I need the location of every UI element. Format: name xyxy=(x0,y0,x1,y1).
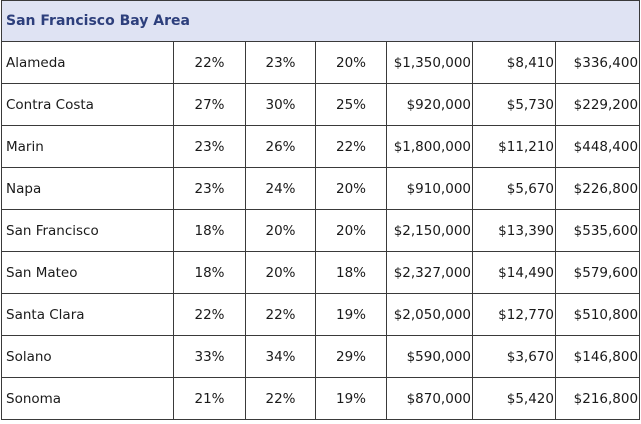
money-cell: $579,600 xyxy=(554,251,641,294)
money-cell: $590,000 xyxy=(386,335,473,378)
table-row: San Mateo 18% 20% 18% $2,327,000 $14,490… xyxy=(1,251,641,294)
pct-cell: 22% xyxy=(173,41,246,84)
money-cell: $448,400 xyxy=(554,125,641,168)
money-cell: $13,390 xyxy=(472,209,556,252)
pct-cell: 22% xyxy=(245,377,316,420)
money-cell: $1,350,000 xyxy=(386,41,473,84)
county-cell: Santa Clara xyxy=(1,293,174,336)
county-cell: Contra Costa xyxy=(1,83,174,126)
money-cell: $510,800 xyxy=(554,293,641,336)
pct-cell: 23% xyxy=(245,41,316,84)
pct-cell: 33% xyxy=(173,335,246,378)
money-cell: $216,800 xyxy=(554,377,641,420)
pct-cell: 25% xyxy=(315,83,387,126)
money-cell: $910,000 xyxy=(386,167,473,210)
pct-cell: 18% xyxy=(173,251,246,294)
county-cell: Solano xyxy=(1,335,174,378)
table-row: Contra Costa 27% 30% 25% $920,000 $5,730… xyxy=(1,83,641,126)
county-cell: Sonoma xyxy=(1,377,174,420)
pct-cell: 23% xyxy=(173,167,246,210)
pct-cell: 18% xyxy=(315,251,387,294)
money-cell: $535,600 xyxy=(554,209,641,252)
money-cell: $5,420 xyxy=(472,377,556,420)
pct-cell: 18% xyxy=(173,209,246,252)
pct-cell: 19% xyxy=(315,293,387,336)
money-cell: $14,490 xyxy=(472,251,556,294)
county-cell: Marin xyxy=(1,125,174,168)
money-cell: $920,000 xyxy=(386,83,473,126)
money-cell: $229,200 xyxy=(554,83,641,126)
pct-cell: 20% xyxy=(315,167,387,210)
table-row: Alameda 22% 23% 20% $1,350,000 $8,410 $3… xyxy=(1,41,641,84)
pct-cell: 23% xyxy=(173,125,246,168)
money-cell: $11,210 xyxy=(472,125,556,168)
money-cell: $226,800 xyxy=(554,167,641,210)
pct-cell: 19% xyxy=(315,377,387,420)
table-row: Solano 33% 34% 29% $590,000 $3,670 $146,… xyxy=(1,335,641,378)
money-cell: $2,327,000 xyxy=(386,251,473,294)
county-cell: Alameda xyxy=(1,41,174,84)
pct-cell: 20% xyxy=(245,209,316,252)
money-cell: $8,410 xyxy=(472,41,556,84)
money-cell: $2,050,000 xyxy=(386,293,473,336)
money-cell: $336,400 xyxy=(554,41,641,84)
pct-cell: 20% xyxy=(315,41,387,84)
money-cell: $2,150,000 xyxy=(386,209,473,252)
pct-cell: 20% xyxy=(315,209,387,252)
pct-cell: 21% xyxy=(173,377,246,420)
money-cell: $5,730 xyxy=(472,83,556,126)
table-row: Napa 23% 24% 20% $910,000 $5,670 $226,80… xyxy=(1,167,641,210)
pct-cell: 20% xyxy=(245,251,316,294)
pct-cell: 26% xyxy=(245,125,316,168)
pct-cell: 24% xyxy=(245,167,316,210)
region-header: San Francisco Bay Area xyxy=(0,0,641,42)
pct-cell: 27% xyxy=(173,83,246,126)
money-cell: $146,800 xyxy=(554,335,641,378)
money-cell: $3,670 xyxy=(472,335,556,378)
pct-cell: 29% xyxy=(315,335,387,378)
table-row: Marin 23% 26% 22% $1,800,000 $11,210 $44… xyxy=(1,125,641,168)
pct-cell: 30% xyxy=(245,83,316,126)
pct-cell: 22% xyxy=(173,293,246,336)
table-row: Sonoma 21% 22% 19% $870,000 $5,420 $216,… xyxy=(1,377,641,420)
county-cell: San Francisco xyxy=(1,209,174,252)
pct-cell: 22% xyxy=(245,293,316,336)
pct-cell: 22% xyxy=(315,125,387,168)
county-cell: San Mateo xyxy=(1,251,174,294)
money-cell: $1,800,000 xyxy=(386,125,473,168)
money-cell: $12,770 xyxy=(472,293,556,336)
pct-cell: 34% xyxy=(245,335,316,378)
table-row: Santa Clara 22% 22% 19% $2,050,000 $12,7… xyxy=(1,293,641,336)
table-row: San Francisco 18% 20% 20% $2,150,000 $13… xyxy=(1,209,641,252)
table-header-row: San Francisco Bay Area xyxy=(0,0,641,42)
county-cell: Napa xyxy=(1,167,174,210)
money-cell: $870,000 xyxy=(386,377,473,420)
money-cell: $5,670 xyxy=(472,167,556,210)
